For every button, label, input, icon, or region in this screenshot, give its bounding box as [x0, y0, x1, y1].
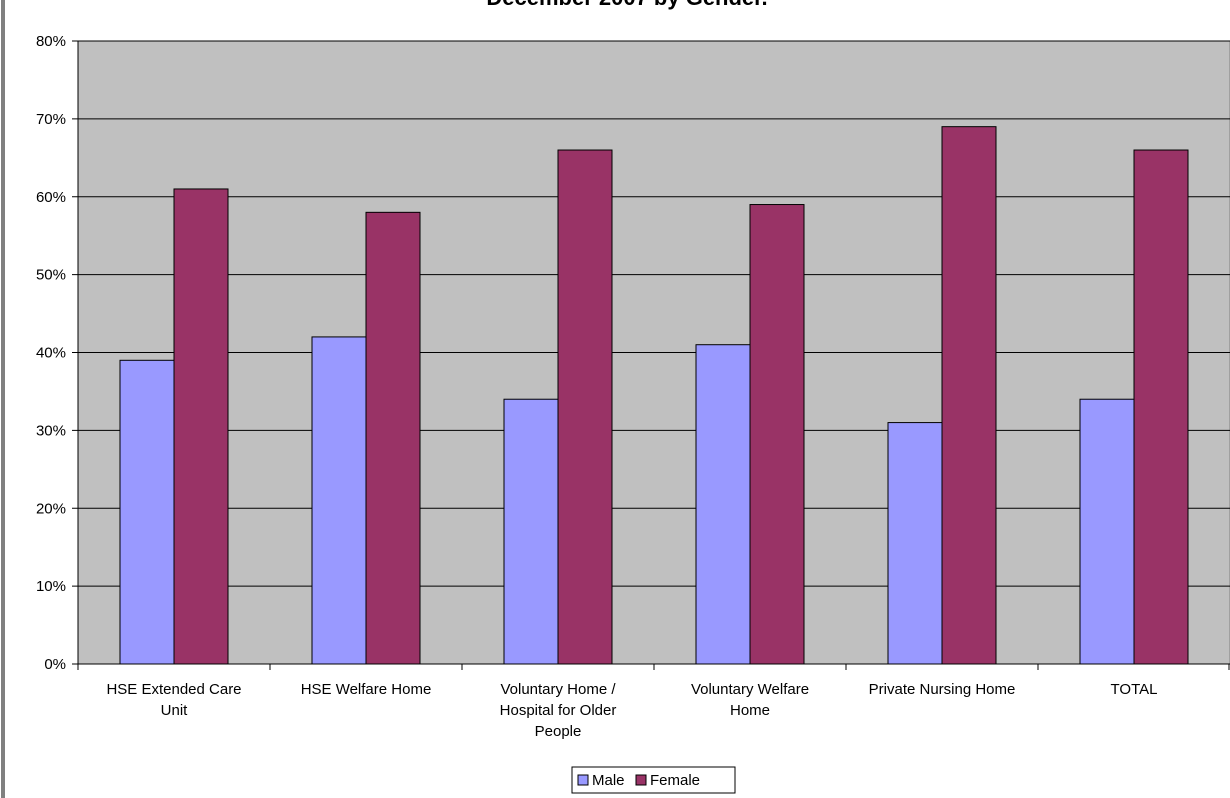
x-category-label: HSE Extended Care	[106, 681, 241, 698]
y-tick-label: 70%	[36, 111, 66, 128]
legend-box	[571, 766, 736, 794]
x-category-label: Unit	[161, 702, 189, 719]
bar-male	[311, 336, 367, 665]
x-category-label: Private Nursing Home	[869, 681, 1016, 698]
y-tick-label: 40%	[36, 345, 66, 362]
bar-female	[749, 204, 805, 665]
chart-area-border	[1, 0, 5, 798]
bar-female	[557, 149, 613, 665]
chart-title: December 2007 by Gender.	[486, 0, 767, 10]
x-category-label: HSE Welfare Home	[301, 681, 432, 698]
y-tick-label: 10%	[36, 578, 66, 595]
y-tick-label: 50%	[36, 267, 66, 284]
x-category-label: Hospital for Older	[500, 702, 617, 719]
legend-label-male: Male	[592, 772, 625, 789]
bar-male	[695, 344, 751, 665]
bar-male	[503, 398, 559, 665]
bar-female	[365, 211, 421, 665]
bar-male	[887, 422, 943, 665]
legend-label-female: Female	[650, 772, 700, 789]
x-category-label: Voluntary Home /	[500, 681, 616, 698]
y-tick-label: 20%	[36, 500, 66, 517]
x-category-label: Home	[730, 702, 770, 719]
x-category-label: TOTAL	[1111, 681, 1158, 698]
legend-swatch-male	[577, 774, 589, 786]
bar-male	[1079, 398, 1135, 665]
x-category-label: Voluntary Welfare	[691, 681, 809, 698]
bar-male	[119, 359, 175, 665]
y-tick-label: 80%	[36, 33, 66, 50]
legend-swatch-female	[635, 774, 647, 786]
bar-female	[173, 188, 229, 665]
x-category-label: People	[535, 723, 582, 740]
bar-female	[941, 126, 997, 665]
bar-female	[1133, 149, 1189, 665]
y-tick-label: 30%	[36, 422, 66, 439]
y-tick-label: 0%	[44, 656, 66, 673]
y-tick-label: 60%	[36, 189, 66, 206]
